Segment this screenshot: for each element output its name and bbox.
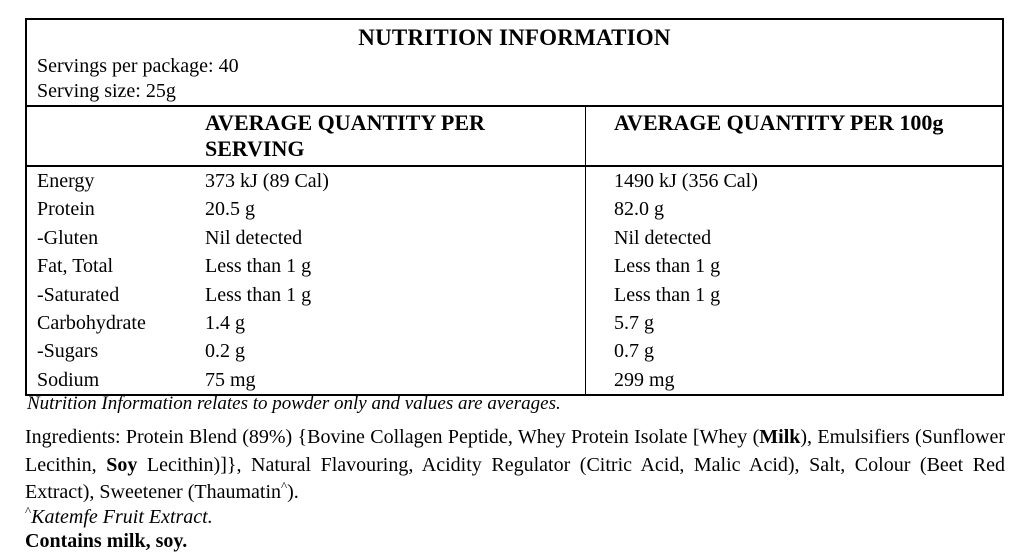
nutrient-name: -Saturated (37, 283, 120, 306)
per-100g-value: 82.0 g (614, 198, 664, 221)
ingredients-paragraph: Ingredients: Protein Blend (89%) {Bovine… (25, 424, 1005, 507)
table-row: -Sugars 0.2 g 0.7 g (27, 337, 1002, 366)
ingredients-text-mid1: ), Emulsifiers (Sunflower Lecithin, (25, 426, 1005, 476)
per-100g-value: Less than 1 g (614, 255, 721, 278)
per-100g-value: 5.7 g (614, 311, 654, 334)
table-row: Carbohydrate 1.4 g 5.7 g (27, 308, 1002, 338)
per-serving-value: Less than 1 g (205, 252, 586, 281)
ingredients-text-mid2: Lecithin)]}, Natural Flavouring, Acidity… (25, 453, 1006, 504)
allergen-soy: Soy (106, 453, 138, 476)
header-nutrient-blank (27, 107, 205, 165)
table-row: Fat, Total Less than 1 g Less than 1 g (27, 252, 1002, 281)
table-row: -Saturated Less than 1 g Less than 1 g (27, 280, 1002, 309)
per-serving-value: 0.2 g (205, 337, 586, 366)
header-per-serving-label: AVERAGE QUANTITY PER SERVING (205, 110, 485, 161)
per-serving-value: Nil detected (205, 223, 586, 253)
nutrient-name: Protein (37, 198, 95, 221)
serving-size: Serving size: 25g (37, 80, 176, 102)
table-row: Energy 373 kJ (89 Cal) 1490 kJ (356 Cal) (27, 167, 1002, 196)
averages-note: Nutrition Information relates to powder … (27, 393, 561, 414)
header-per-100g: AVERAGE QUANTITY PER 100g (614, 110, 944, 135)
table-row: Protein 20.5 g 82.0 g (27, 195, 1002, 224)
per-serving-value: 75 mg (205, 365, 586, 395)
nutrient-name: -Gluten (37, 226, 99, 249)
per-100g-value: Nil detected (614, 226, 712, 249)
servings-per-package: Servings per package: 40 (37, 55, 239, 77)
contains-statement: Contains milk, soy. (25, 530, 188, 552)
nutrient-name: Fat, Total (37, 255, 114, 278)
per-serving-value: 373 kJ (89 Cal) (205, 167, 586, 196)
ingredients-text-start: Ingredients: Protein Blend (89%) {Bovine… (25, 426, 760, 448)
per-100g-value: 299 mg (614, 368, 675, 391)
thaumatin-footnote-caret: ^ (281, 478, 288, 494)
nutrient-name: Sodium (37, 368, 100, 391)
allergen-milk: Milk (759, 426, 801, 448)
per-100g-value: 1490 kJ (356 Cal) (614, 170, 758, 192)
table-row: -Gluten Nil detected Nil detected (27, 223, 1002, 253)
table-header-row: AVERAGE QUANTITY PER SERVING AVERAGE QUA… (27, 105, 1002, 167)
nutrition-information-panel: NUTRITION INFORMATION Servings per packa… (25, 18, 1004, 397)
per-100g-value: Less than 1 g (614, 283, 721, 306)
nutrient-name: Carbohydrate (37, 311, 146, 334)
panel-title: NUTRITION INFORMATION (358, 25, 671, 50)
nutrient-name: -Sugars (37, 340, 99, 363)
per-serving-value: 1.4 g (205, 308, 586, 338)
table-body: Energy 373 kJ (89 Cal) 1490 kJ (356 Cal)… (27, 167, 1002, 395)
katemfe-footnote: ^Katemfe Fruit Extract. (25, 503, 213, 530)
per-serving-value: 20.5 g (205, 195, 586, 224)
per-100g-value: 0.7 g (614, 340, 654, 363)
per-serving-value: Less than 1 g (205, 280, 586, 309)
katemfe-text: Katemfe Fruit Extract. (31, 506, 213, 528)
table-row: Sodium 75 mg 299 mg (27, 365, 1002, 395)
header-per-serving: AVERAGE QUANTITY PER SERVING (205, 107, 586, 165)
ingredients-text-end: ). (287, 481, 299, 503)
katemfe-caret: ^ (25, 503, 32, 519)
nutrient-name: Energy (37, 170, 95, 192)
